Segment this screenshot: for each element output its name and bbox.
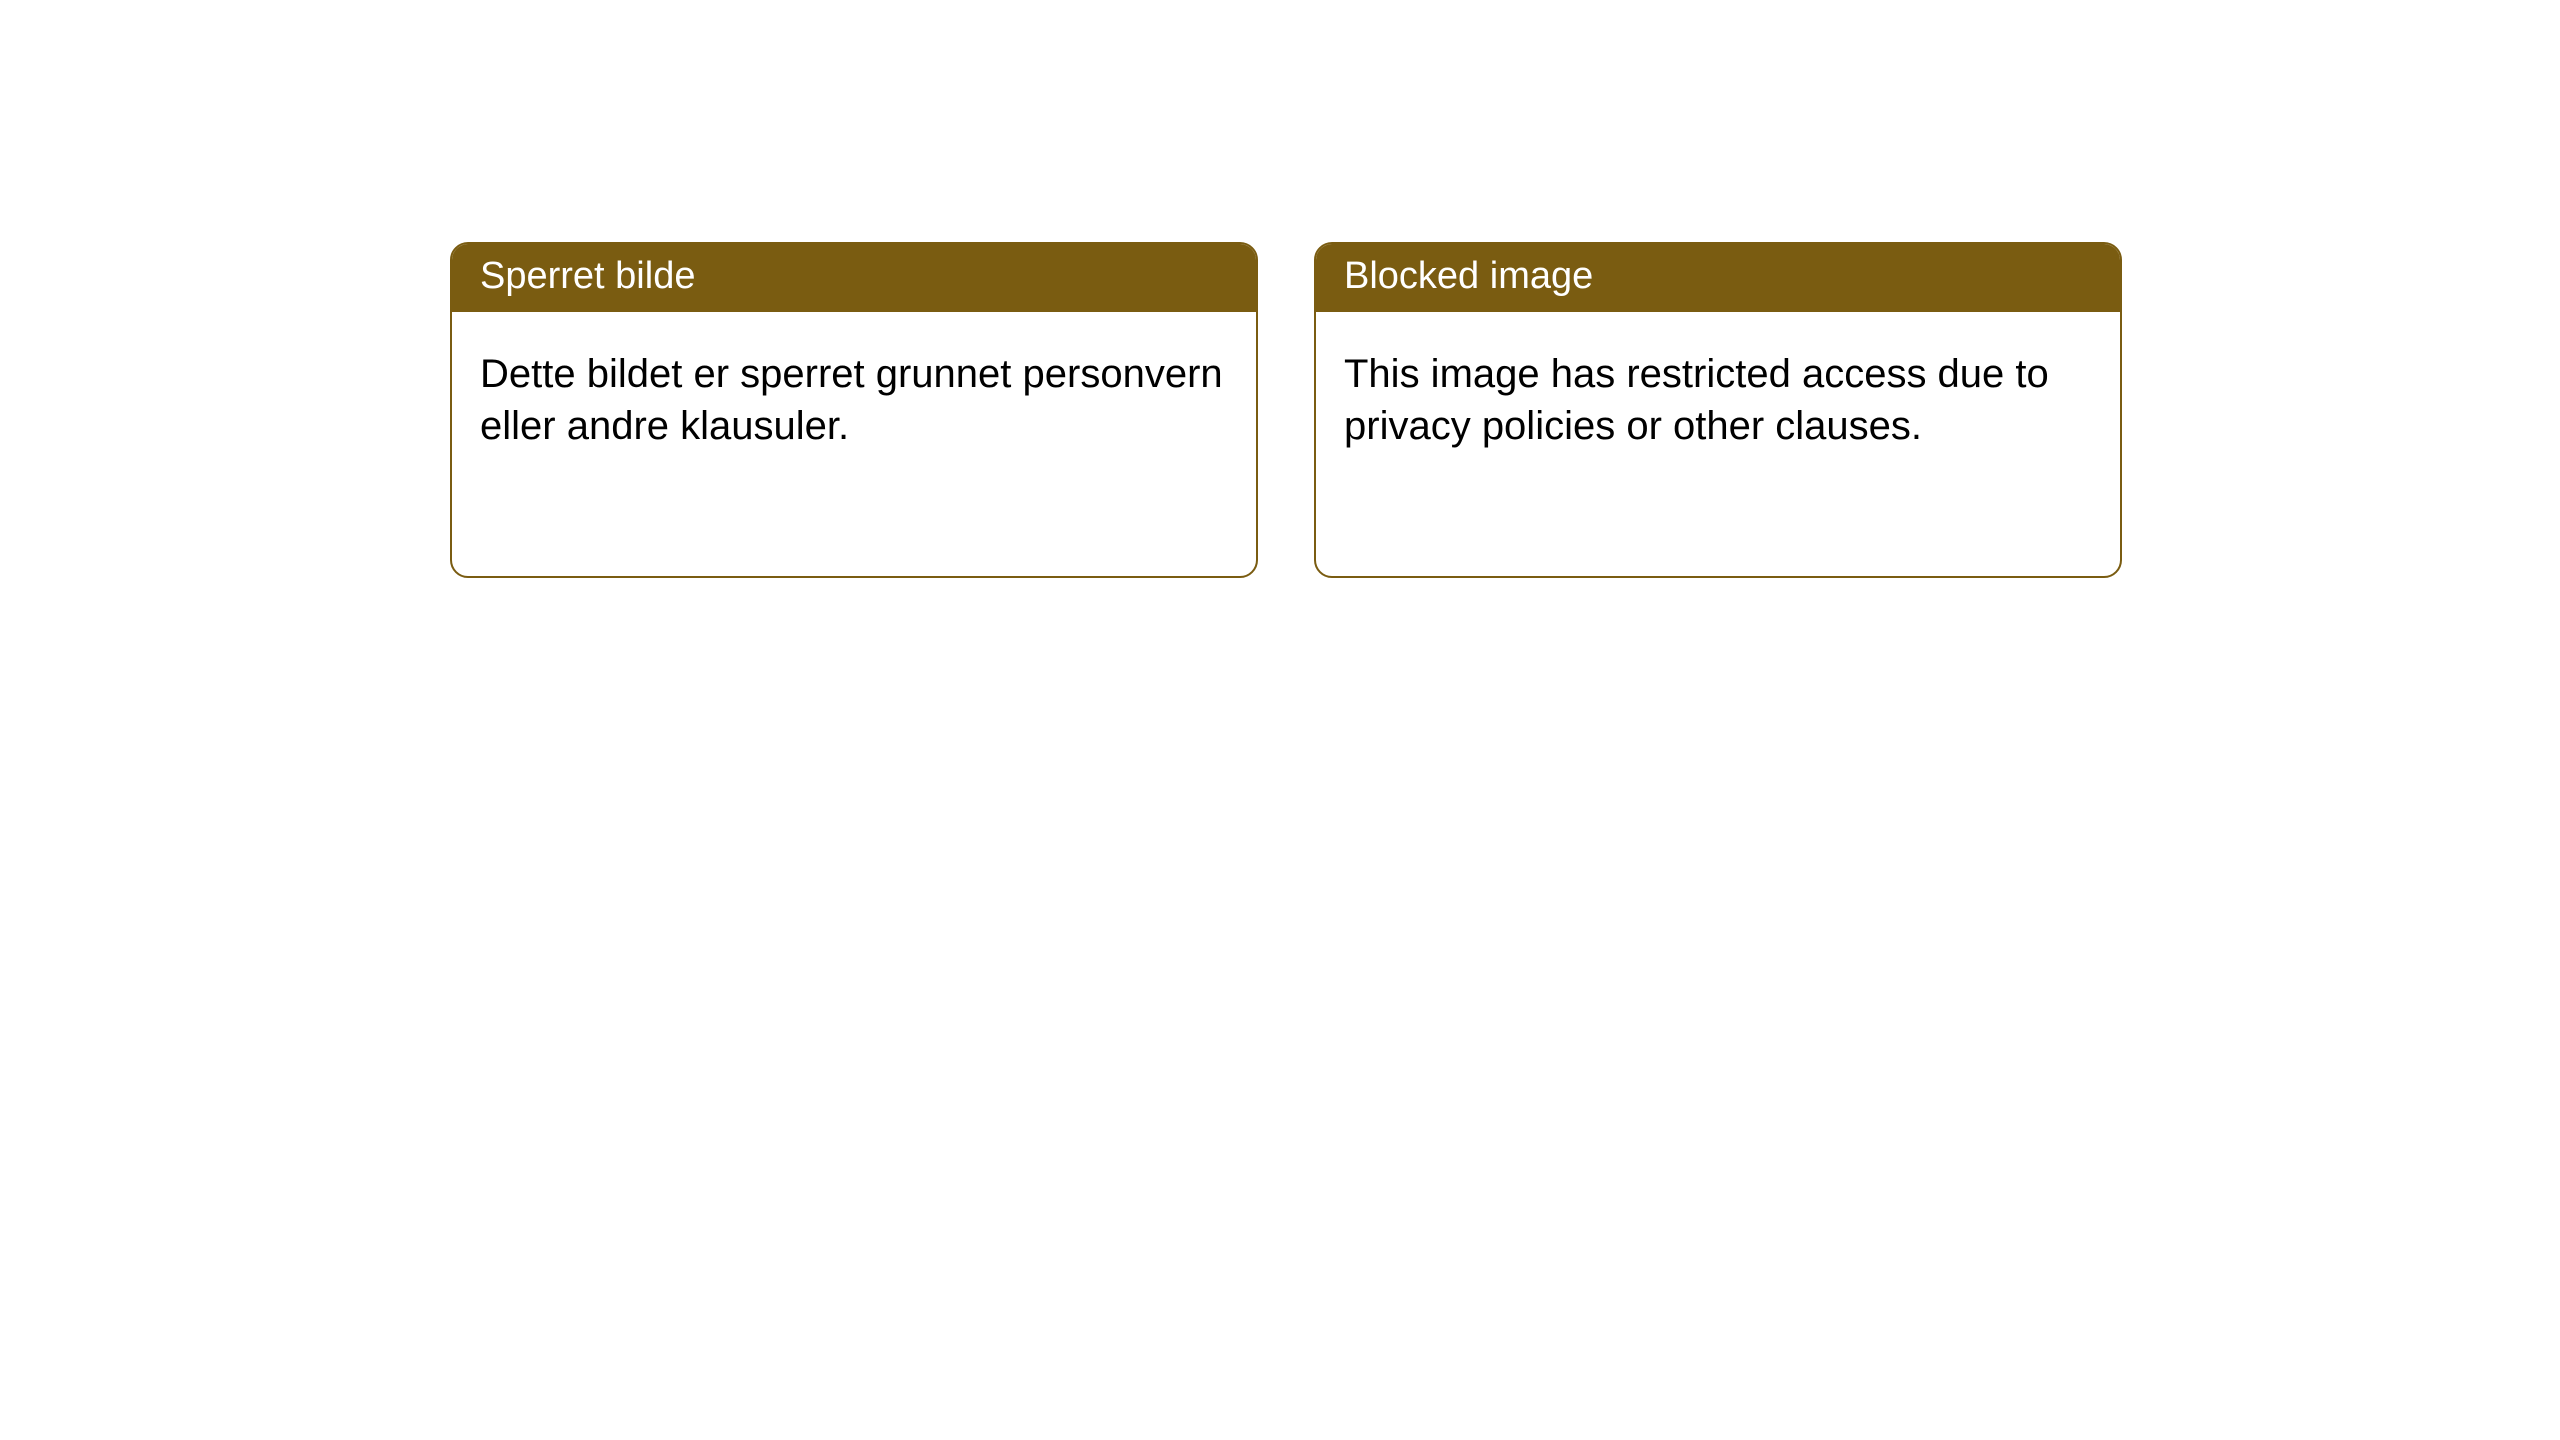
notice-body: This image has restricted access due to … xyxy=(1316,312,2120,488)
notice-body: Dette bildet er sperret grunnet personve… xyxy=(452,312,1256,488)
notice-card-english: Blocked image This image has restricted … xyxy=(1314,242,2122,578)
notice-cards-container: Sperret bilde Dette bildet er sperret gr… xyxy=(0,0,2560,578)
notice-card-norwegian: Sperret bilde Dette bildet er sperret gr… xyxy=(450,242,1258,578)
notice-header: Sperret bilde xyxy=(452,244,1256,312)
notice-header: Blocked image xyxy=(1316,244,2120,312)
